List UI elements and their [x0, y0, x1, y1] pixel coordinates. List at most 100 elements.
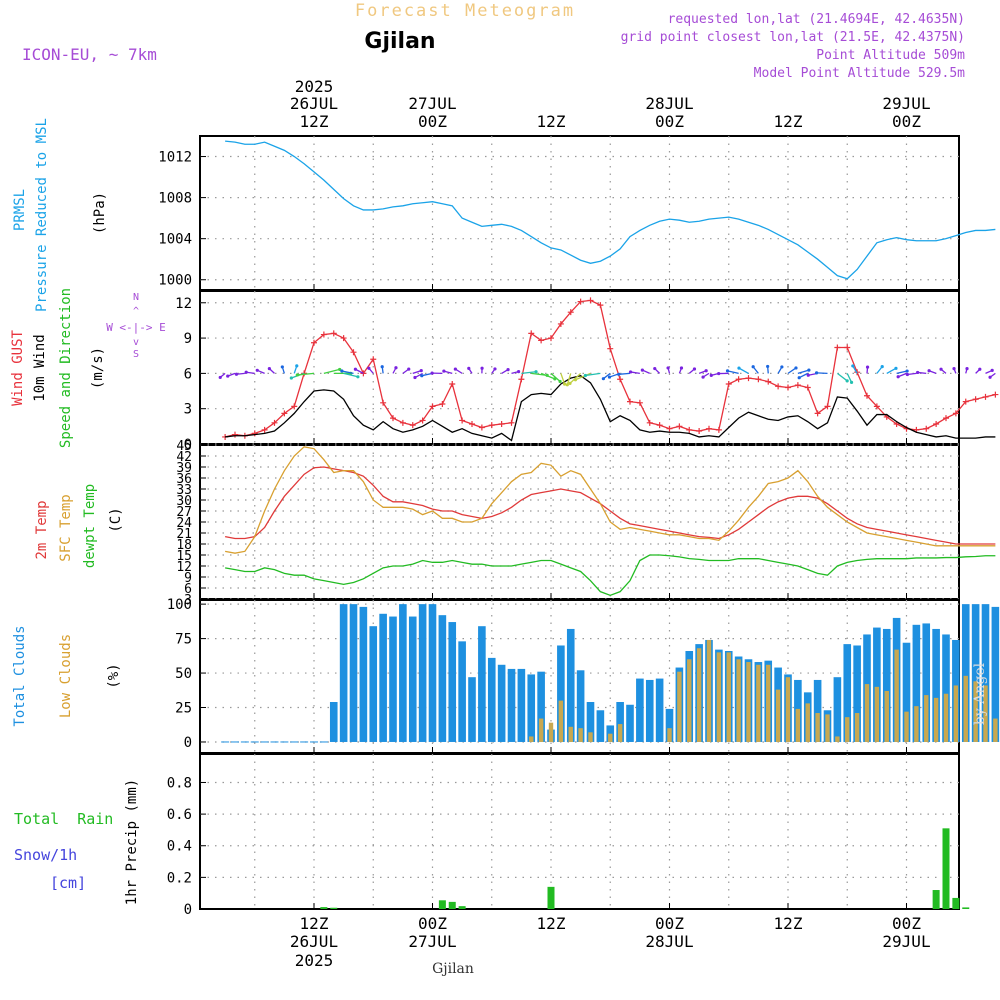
wind-arrow [575, 372, 591, 381]
gust-marker [636, 399, 643, 406]
total-cloud-bar [833, 677, 842, 742]
low-cloud-bar [677, 671, 682, 742]
gust-marker [350, 349, 357, 356]
gust-marker [627, 398, 633, 405]
y-tick-label: 0 [184, 735, 192, 751]
pressure-label-2: Pressure Reduced to MSL [34, 118, 50, 312]
cloud-unit: (%) [106, 663, 122, 688]
low-cloud-bar [963, 675, 968, 742]
gust-marker [439, 400, 446, 407]
model-label: ICON-EU, ~ 7km [22, 45, 157, 64]
total-cloud-bar [971, 604, 980, 742]
total-cloud-bar [813, 679, 822, 742]
t2m-label: 2m Temp [34, 500, 50, 559]
total-cloud-bar [329, 702, 338, 742]
total-cloud-bar [655, 678, 664, 742]
wind-arrow-head [607, 375, 612, 379]
wind-arrow-head [583, 373, 588, 378]
y-tick-label: 0.6 [167, 807, 192, 823]
gridpoint-coords: grid point closest lon,lat (21.5E, 42.43… [621, 30, 965, 45]
total-cloud-bar [557, 645, 565, 742]
total-cloud-bar [408, 616, 417, 742]
gust-marker [982, 393, 989, 400]
wind-arrow-head [295, 373, 299, 377]
low-cloud-bar [953, 685, 959, 742]
y-tick-label: 42 [176, 450, 192, 465]
total-cloud-bar [616, 702, 624, 742]
y-tick-label: 45 [176, 439, 192, 454]
point-altitude: Point Altitude 509m [816, 48, 965, 63]
total-cloud-bar [517, 668, 526, 742]
wind-arrow [297, 372, 315, 376]
dewpt-label: dewpt Temp [82, 484, 98, 568]
gust-marker [261, 426, 268, 433]
low-cloud-bar [874, 686, 880, 742]
wind-arrow-head [939, 367, 943, 371]
wind-line [225, 375, 996, 442]
low-cloud-bar [983, 685, 988, 742]
y-tick-label: 3 [184, 593, 192, 608]
low-cloud-label: Low Clouds [58, 634, 74, 718]
y-tick-label: 30 [176, 494, 192, 509]
wind-arrow [341, 370, 354, 375]
rain-bar [448, 901, 456, 909]
wind-arrow-head [807, 368, 811, 372]
compass-s: S [133, 349, 139, 360]
low-cloud-bar [706, 639, 712, 742]
wind-arrow-head [516, 370, 521, 374]
wind-arrow-head [717, 371, 721, 376]
temp-unit: (C) [108, 507, 124, 532]
gust-marker [587, 297, 594, 304]
gust-marker [567, 309, 574, 316]
wind-arrow-head [814, 371, 819, 375]
rain-bar [962, 907, 970, 909]
total-cloud-bar [458, 641, 466, 742]
bottom-axis-hour: 00Z [655, 914, 684, 933]
wind-arrow [618, 372, 631, 375]
low-cloud-bar [864, 684, 870, 742]
wind-arrow-head [701, 375, 705, 379]
wind-dir-label: Speed and Direction [58, 288, 74, 448]
y-tick-label: 1012 [158, 150, 192, 166]
total-cloud-bar [478, 626, 486, 742]
y-tick-label: 0 [184, 902, 192, 918]
wind-arrow [846, 373, 853, 383]
wind-arrow-head [806, 373, 810, 377]
gust-marker [459, 417, 466, 424]
clouds-panel: 0 25 50 75 100 [167, 597, 1000, 754]
gust-marker [291, 403, 298, 410]
low-cloud-bar [825, 714, 830, 742]
wind-arrow-head [916, 370, 920, 375]
gust-marker [715, 426, 722, 433]
top-axis-hour: 12Z [774, 112, 803, 131]
cloud-labels: Total Clouds Low Clouds (%) [12, 625, 122, 726]
bottom-axis-hour: 00Z [418, 914, 447, 933]
wind-arrow-head [467, 366, 471, 370]
gust-marker [834, 344, 841, 351]
wind-arrow-head [267, 367, 271, 371]
low-cloud-bar [775, 689, 781, 742]
low-cloud-bar [617, 724, 623, 742]
top-axis-hour: 12Z [537, 112, 566, 131]
gust-marker [972, 396, 979, 403]
wind-labels: Wind GUST 10m Wind Speed and Direction (… [10, 288, 166, 448]
gust-marker [320, 331, 327, 338]
wind-arrow-head [990, 368, 994, 373]
dewpt-line [225, 554, 996, 597]
low-cloud-bar [588, 732, 593, 742]
gust-marker [745, 375, 752, 382]
low-cloud-bar [538, 718, 544, 742]
wind-arrow [797, 369, 810, 375]
y-tick-label: 25 [175, 701, 192, 717]
y-tick-label: 12 [176, 560, 192, 575]
wind-arrow [886, 367, 897, 374]
gust-marker [370, 356, 377, 363]
top-axis-hour: 00Z [418, 112, 447, 131]
wind-arrow-head [506, 368, 510, 372]
sfc-temp-line [225, 446, 996, 554]
total-cloud-bar [428, 604, 437, 742]
total-cloud-bar [665, 708, 674, 742]
top-axis-date: 27JUL [408, 94, 456, 113]
wind-arrow-head [780, 365, 784, 369]
